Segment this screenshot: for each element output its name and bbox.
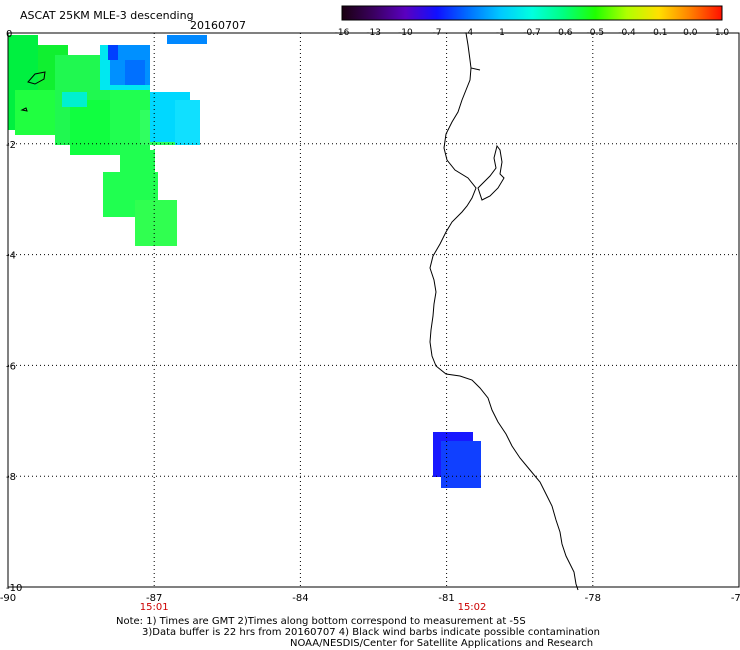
y-tick-label: -10 (6, 583, 22, 594)
coastline (429, 32, 579, 591)
y-tick-label: -6 (6, 361, 16, 372)
wind-retrieval-cells (8, 35, 481, 488)
x-tick-label: -87 (146, 593, 162, 604)
lat-lon-grid (8, 33, 739, 587)
axis-labels: -90 -87 -84 -81 -78 -75 0 -2 -4 -6 -8 -10 15:01 15:02 (0, 29, 740, 613)
y-tick-label: -8 (6, 472, 16, 483)
overpass-time-label: 15:02 (458, 602, 487, 613)
green-cell (70, 100, 110, 155)
cyan-cell (175, 100, 200, 145)
x-tick-label: -90 (0, 593, 16, 604)
plot-frame (7, 32, 740, 588)
x-tick-label: -84 (292, 593, 308, 604)
blue-cell (441, 441, 481, 488)
product-title: ASCAT 25KM MLE-3 descending (20, 9, 194, 22)
x-tick-label: -75 (731, 593, 740, 604)
x-tick-label: -81 (438, 593, 454, 604)
green-cell (135, 200, 177, 246)
footer-note-2: 3)Data buffer is 22 hrs from 20160707 4)… (142, 627, 600, 638)
colorbar-gradient (341, 5, 723, 21)
island-outline (27, 71, 46, 85)
cyan-cell (62, 92, 87, 107)
overpass-time-label: 15:01 (140, 602, 169, 613)
blue-cell (125, 60, 145, 85)
y-tick-label: -2 (6, 140, 16, 151)
footer-note-1: Note: 1) Times are GMT 2)Times along bot… (116, 616, 526, 627)
y-tick-label: 0 (6, 29, 12, 40)
island-outline (20, 107, 28, 112)
x-tick-label: -78 (585, 593, 601, 604)
product-date: 20160707 (190, 19, 246, 32)
gulf-coastline (477, 144, 505, 201)
blue-cell (108, 45, 118, 60)
blue-cell (167, 35, 207, 44)
y-tick-label: -4 (6, 251, 16, 262)
footer-credit: NOAA/NESDIS/Center for Satellite Applica… (290, 638, 594, 649)
